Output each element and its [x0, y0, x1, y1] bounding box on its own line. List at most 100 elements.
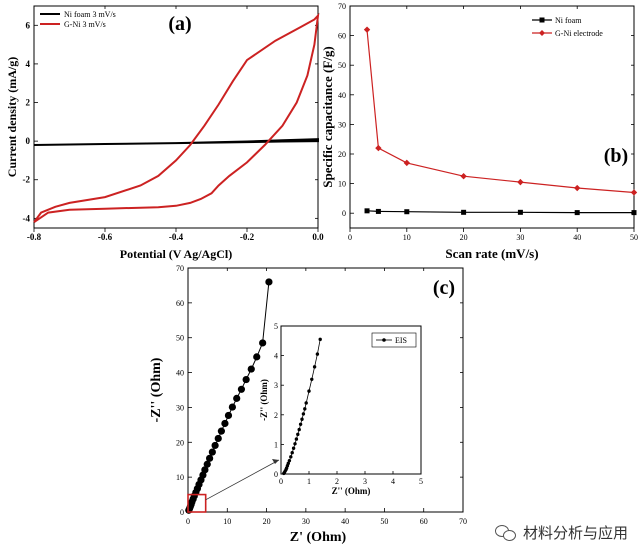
- panel-b-point-ni-foam: [574, 210, 580, 216]
- panel-c-y-tick-label: 60: [176, 299, 184, 308]
- panel-a-y-tick-label: 2: [26, 98, 31, 108]
- panel-c-point-eis: [221, 419, 229, 428]
- panel-c-point-eis: [242, 375, 250, 384]
- panel-c-inset-point: [293, 442, 297, 446]
- panel-a-x-tick-label: 0.0: [312, 232, 324, 242]
- panel-c-inset-point: [307, 389, 311, 393]
- panel-c-point-eis: [265, 278, 273, 286]
- panel-a-legend-label: Ni foam 3 mV/s: [64, 10, 116, 19]
- panel-c-x-tick-label: 50: [380, 517, 388, 526]
- panel-c-point-eis: [214, 434, 222, 443]
- panel-a-legend-label: G-Ni 3 mV/s: [64, 20, 106, 29]
- panel-c-plot-frame: [187, 267, 464, 513]
- panel-c-inset-point: [289, 455, 293, 459]
- panel-a-x-tick-label: -0.8: [27, 232, 42, 242]
- panel-c-y-tick-label: 20: [176, 438, 184, 447]
- panel-c-zoom-region: [187, 493, 207, 513]
- panel-c-inset-point: [291, 446, 296, 450]
- panel-c-inset-point: [286, 461, 290, 466]
- panel-c-point-eis: [211, 441, 219, 450]
- panel-b-point-g-ni: [460, 173, 467, 180]
- panel-a-series-ni-foam-line: [33, 138, 319, 146]
- panel-c-point-eis: [201, 466, 209, 474]
- panel-b-x-tick-label: 50: [630, 233, 638, 242]
- panel-a-x-tick-label: -0.2: [240, 232, 255, 242]
- panel-c-inset-y-tick-label: 2: [274, 411, 278, 420]
- panel-b-point-g-ni: [630, 189, 638, 196]
- panel-c-x-tick-label: 0: [186, 517, 190, 526]
- panel-b-x-tick-label: 0: [348, 233, 352, 242]
- panel-c-inset-x-tick-label: 3: [363, 477, 367, 486]
- panel-c-inset-x-tick-label: 5: [419, 477, 423, 486]
- panel-b-y-tick-label: 60: [338, 32, 346, 41]
- panel-c-inset-point: [310, 377, 314, 381]
- panel-c-y-tick-label: 50: [176, 334, 184, 343]
- panel-c-y-tick-label: 0: [180, 508, 184, 517]
- panel-c-y-tick-label: 10: [176, 473, 184, 482]
- panel-a-label: (a): [168, 13, 191, 35]
- panel-b-y-label: Specific capacitance (F/g): [320, 46, 335, 188]
- panel-b-legend-label: G-Ni electrode: [555, 29, 603, 38]
- panel-c-inset-frame: [280, 325, 422, 475]
- panel-c-zoom-arrowhead: [272, 459, 279, 464]
- panel-c-inset-x-tick-label: 4: [391, 477, 395, 486]
- panel-b-x-label: Scan rate (mV/s): [445, 246, 538, 261]
- panel-b-x-tick-label: 30: [516, 233, 524, 242]
- panel-c-x-tick-label: 70: [459, 517, 467, 526]
- panel-c-inset-point: [298, 422, 303, 426]
- panel-c-inset-legend-box: [371, 332, 417, 348]
- panel-b-x-tick-label: 20: [460, 233, 468, 242]
- panel-c-inset-point: [318, 337, 322, 342]
- panel-b-point-ni-foam: [461, 209, 467, 215]
- panel-c-inset-point: [294, 437, 299, 441]
- panel-c-point-eis: [259, 339, 267, 347]
- panel-b-point-g-ni: [403, 159, 410, 167]
- panel-c-inset-point: [290, 450, 294, 455]
- panel-a-series-g-ni-line: [33, 12, 320, 224]
- watermark: 材料分析与应用: [494, 522, 628, 543]
- panel-a-x-tick-label: -0.4: [169, 232, 184, 242]
- panel-c-inset-x-tick-label: 2: [335, 477, 339, 486]
- panel-a-plot-frame: [33, 5, 319, 229]
- panel-b-label: (b): [604, 145, 628, 167]
- panel-c-x-tick-label: 30: [302, 517, 310, 526]
- panel-a-y-label: Current density (mA/g): [5, 57, 19, 177]
- panel-a-y-tick-label: -4: [23, 213, 31, 223]
- panel-c-zoom-connector: [205, 459, 280, 501]
- panel-c-point-eis: [247, 365, 255, 373]
- panel-b-y-tick-label: 30: [338, 120, 346, 129]
- panel-c-inset-x-label: Z'' (Ohm): [332, 486, 371, 496]
- panel-c-inset-point: [297, 427, 301, 432]
- panel-a-x-tick-label: -0.6: [98, 232, 113, 242]
- panel-c-inset-point: [287, 458, 292, 463]
- panel-c-point-eis: [233, 394, 241, 402]
- panel-b-point-ni-foam: [404, 209, 410, 215]
- panel-c-point-eis: [217, 427, 225, 435]
- panel-b-point-g-ni: [375, 144, 382, 152]
- panel-c-inset-point: [303, 407, 307, 411]
- panel-b-point-ni-foam: [375, 208, 381, 214]
- wechat-icon: [494, 524, 517, 541]
- panel-c-y-tick-label: 30: [176, 403, 184, 412]
- panel-b-point-g-ni: [363, 26, 371, 33]
- panel-b-y-tick-label: 10: [338, 180, 346, 189]
- panel-c-x-tick-label: 20: [263, 517, 271, 526]
- panel-c-inset-point: [296, 432, 300, 437]
- panel-b-y-tick-label: 70: [338, 2, 346, 11]
- panel-b-series-g-ni-line: [366, 29, 635, 194]
- panel-b-legend-label: Ni foam: [555, 16, 582, 25]
- panel-b-point-ni-foam: [631, 210, 637, 216]
- panel-a-y-tick-label: 0: [26, 136, 31, 146]
- panel-c-inset-y-tick-label: 0: [274, 470, 278, 479]
- panel-b-x-tick-label: 40: [573, 233, 581, 242]
- panel-c-label: (c): [433, 277, 455, 299]
- panel-c-point-eis: [203, 460, 211, 468]
- panel-c-x-tick-label: 10: [223, 517, 231, 526]
- panel-c-inset-point: [300, 417, 304, 421]
- panel-c-point-eis: [224, 411, 233, 420]
- panel-c-inset-y-tick-label: 3: [274, 381, 278, 390]
- panel-b-point-ni-foam: [364, 208, 370, 214]
- panel-c-y-tick-label: 70: [176, 264, 184, 273]
- panel-a-y-tick-label: 4: [26, 59, 31, 69]
